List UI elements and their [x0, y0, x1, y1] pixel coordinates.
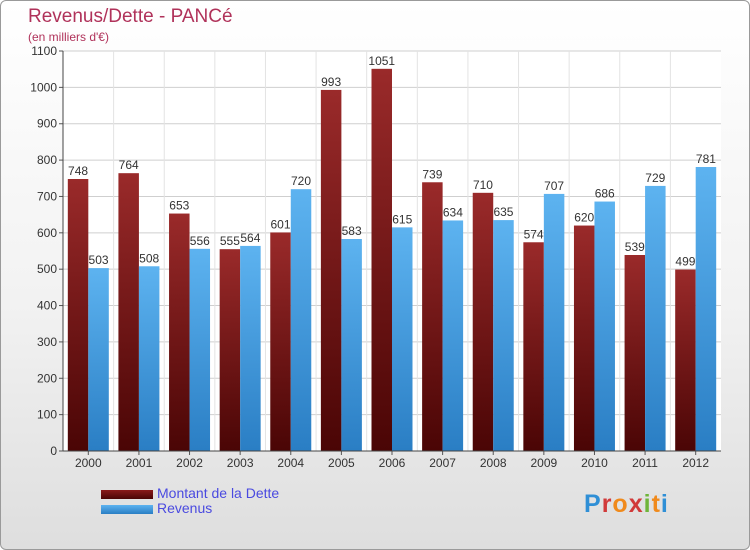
- data-label: 574: [524, 227, 544, 241]
- data-label: 635: [493, 205, 513, 219]
- bar-revenus: [543, 193, 565, 451]
- bar-dette: [422, 182, 443, 452]
- value-labels: 748 503 764 508 653 556 555 564 601 720 993 583 1051…: [68, 54, 716, 269]
- legend-label-dette: Montant de la Dette: [157, 485, 280, 501]
- data-label: 1051: [368, 54, 395, 68]
- x-tick-label: 2003: [227, 456, 254, 470]
- x-tick-label: 2011: [632, 456, 658, 470]
- data-label: 615: [392, 212, 412, 226]
- data-label: 508: [139, 251, 159, 265]
- bar-revenus: [341, 239, 362, 451]
- y-tick-label: 1100: [31, 44, 57, 58]
- x-tick-label: 2007: [429, 456, 456, 470]
- legend-swatch-dette: [101, 490, 153, 499]
- data-label: 653: [169, 199, 189, 213]
- bar-revenus: [392, 227, 413, 451]
- data-label: 710: [473, 178, 493, 192]
- data-label: 781: [696, 152, 716, 166]
- bar-revenus: [88, 268, 109, 451]
- x-tick-label: 2002: [176, 456, 203, 470]
- bar-revenus: [442, 220, 464, 451]
- chart-title: Revenus/Dette - PANCé: [28, 6, 233, 27]
- bar-revenus: [645, 185, 666, 451]
- x-tick-label: 2008: [480, 456, 507, 470]
- x-tick-label: 2001: [126, 456, 153, 470]
- data-label: 739: [422, 167, 442, 181]
- data-label: 729: [645, 171, 665, 185]
- data-label: 601: [271, 217, 291, 231]
- y-tick-label: 800: [37, 153, 57, 167]
- y-tick-label: 400: [37, 299, 57, 313]
- x-tick-label: 2005: [328, 456, 355, 470]
- y-tick-label: 0: [50, 444, 57, 458]
- data-label: 993: [321, 75, 341, 89]
- y-tick-label: 1000: [30, 80, 57, 94]
- x-tick-label: 2000: [75, 456, 102, 470]
- data-label: 707: [544, 179, 564, 193]
- bar-revenus: [594, 201, 615, 451]
- y-tick-label: 900: [37, 117, 57, 131]
- data-label: 764: [119, 158, 139, 172]
- bar-dette: [169, 213, 190, 451]
- x-tick-label: 2009: [530, 456, 557, 470]
- y-tick-label: 100: [37, 408, 57, 422]
- bar-revenus: [189, 248, 211, 451]
- chart-subtitle: (en milliers d'€): [28, 30, 109, 44]
- x-tick-label: 2006: [379, 456, 406, 470]
- bar-revenus: [240, 245, 261, 451]
- bar-revenus: [493, 220, 514, 451]
- bar-dette: [219, 249, 241, 451]
- y-tick-label: 300: [37, 335, 57, 349]
- data-label: 539: [625, 240, 645, 254]
- data-label: 583: [342, 224, 362, 238]
- x-tick-label: 2010: [581, 456, 608, 470]
- data-label: 748: [68, 164, 88, 178]
- data-label: 499: [675, 255, 695, 269]
- bar-dette: [573, 225, 595, 451]
- bar-revenus: [695, 167, 717, 451]
- legend-label-revenus: Revenus: [157, 500, 213, 516]
- bar-dette: [472, 192, 494, 451]
- data-label: 564: [240, 231, 260, 245]
- data-label: 620: [574, 211, 594, 225]
- data-label: 686: [595, 187, 615, 201]
- y-tick-label: 600: [37, 226, 57, 240]
- bar-dette: [624, 255, 646, 451]
- bar-dette: [675, 269, 696, 451]
- bar-revenus: [138, 266, 160, 451]
- bar-dette: [118, 173, 139, 451]
- data-label: 634: [443, 205, 463, 219]
- bar-dette: [371, 68, 392, 452]
- bar-dette: [270, 232, 291, 451]
- y-tick-label: 500: [37, 262, 57, 276]
- bar-dette: [320, 89, 342, 451]
- bar-dette: [67, 179, 89, 451]
- axes: 0 100 200 300 400 500 600 700 800 900 1000 1100 2000…: [30, 44, 721, 470]
- x-tick-label: 2012: [682, 456, 709, 470]
- data-label: 555: [220, 234, 240, 248]
- data-label: 503: [89, 253, 109, 267]
- data-label: 720: [291, 174, 311, 188]
- y-tick-label: 200: [37, 371, 57, 385]
- bar-dette: [523, 242, 544, 451]
- data-label: 556: [190, 234, 210, 248]
- legend-swatch-revenus: [101, 505, 153, 514]
- bar-revenus: [290, 189, 312, 451]
- proxiti-logo: Proxiti: [584, 490, 669, 518]
- x-tick-label: 2004: [277, 456, 304, 470]
- bars: [67, 68, 717, 452]
- y-tick-label: 700: [37, 189, 57, 203]
